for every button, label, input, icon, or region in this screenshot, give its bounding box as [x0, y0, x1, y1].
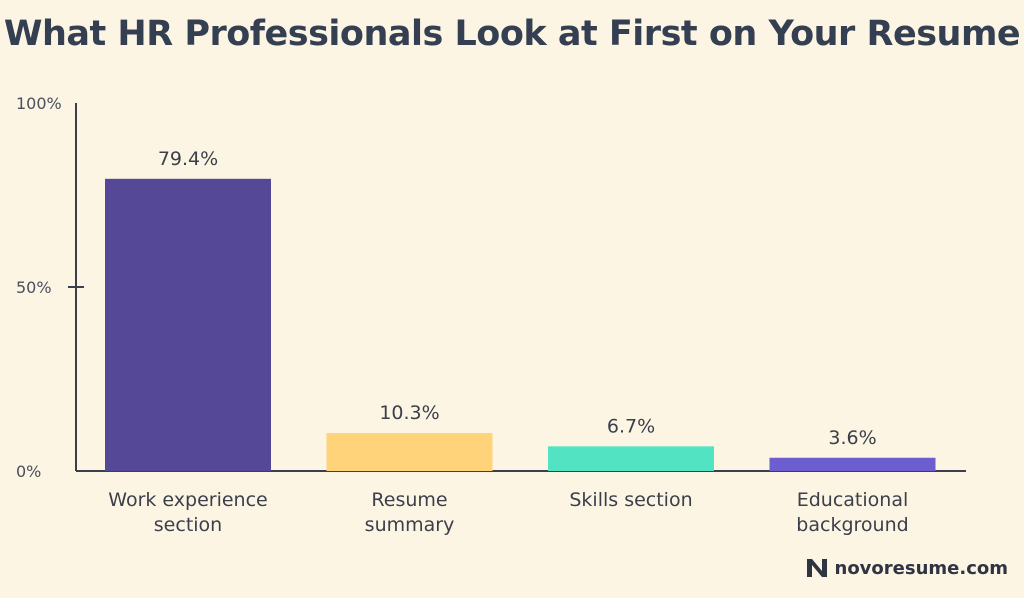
bar — [769, 457, 936, 471]
x-category-label: Work experience section — [108, 489, 267, 536]
bar-value-label: 10.3% — [379, 402, 439, 424]
brand-logo: novoresume.com — [805, 556, 1009, 580]
bar — [548, 446, 714, 471]
bar-value-label: 6.7% — [607, 415, 655, 437]
x-category-label: Educational background — [796, 489, 908, 536]
x-category-label: Skills section — [569, 489, 692, 511]
x-category-label: Resume summary — [365, 489, 455, 536]
n-logo-icon — [806, 559, 827, 577]
chart-title: What HR Professionals Look at First on Y… — [3, 14, 1021, 54]
chart-labels: 79.4% Work experience section 10.3% Resume su… — [108, 148, 908, 536]
bar — [326, 433, 493, 471]
bar — [105, 178, 271, 472]
brand-text: novoresume.com — [834, 557, 1009, 579]
y-tick-label: 100% — [16, 94, 62, 113]
chart-bars — [105, 178, 936, 472]
y-tick-label: 0% — [16, 462, 41, 481]
bar-value-label: 3.6% — [828, 427, 876, 449]
bar-value-label: 79.4% — [158, 148, 218, 170]
bar-chart: 0% 50% 100% 79.4% Work experience section 10.… — [16, 94, 966, 536]
y-tick-label: 50% — [16, 278, 52, 297]
